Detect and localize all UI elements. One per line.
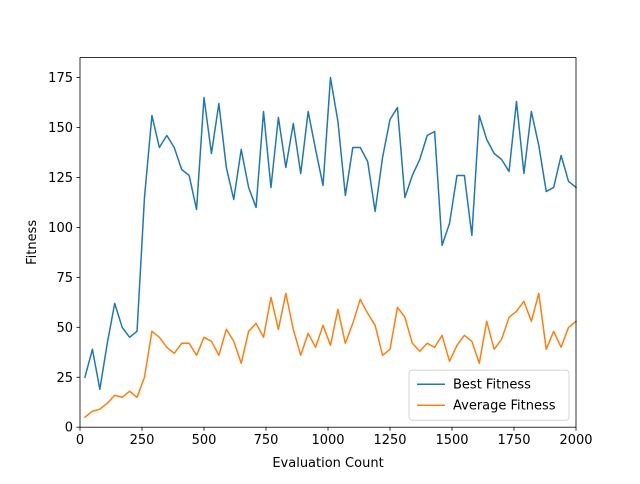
y-tick-label: 75 <box>56 271 73 286</box>
legend-box <box>408 369 570 421</box>
axes-layer: 0 250 500 750 1000 1250 1500 1750 2000 0 25 50 75 100… <box>48 57 593 448</box>
y-tick-label: 125 <box>48 171 73 186</box>
x-tick-label: 1250 <box>373 433 406 448</box>
series-layer <box>83 76 578 419</box>
legend-label: Average Fitness <box>453 399 556 414</box>
series-line-0 <box>84 76 578 390</box>
x-tick-label: 0 <box>76 433 84 448</box>
series-line-1 <box>83 292 578 419</box>
y-tick-label: 0 <box>65 421 73 436</box>
y-tick-label: 50 <box>56 321 73 336</box>
x-tick-label: 250 <box>130 433 155 448</box>
y-tick-label: 150 <box>48 121 73 136</box>
legend: Best Fitness Average Fitness <box>408 369 570 421</box>
y-axis-label: Fitness <box>25 220 40 265</box>
x-tick-label: 1750 <box>497 433 530 448</box>
x-tick-label: 1000 <box>311 433 344 448</box>
y-tick-label: 25 <box>56 371 73 386</box>
x-tick-label: 1500 <box>435 433 468 448</box>
x-axis-label: Evaluation Count <box>272 456 383 471</box>
x-tick-label: 500 <box>192 433 217 448</box>
x-tick-label: 750 <box>254 433 279 448</box>
x-tick-label: 2000 <box>559 433 592 448</box>
legend-label: Best Fitness <box>453 378 531 393</box>
y-tick-label: 100 <box>48 221 73 236</box>
y-tick-label: 175 <box>48 71 73 86</box>
